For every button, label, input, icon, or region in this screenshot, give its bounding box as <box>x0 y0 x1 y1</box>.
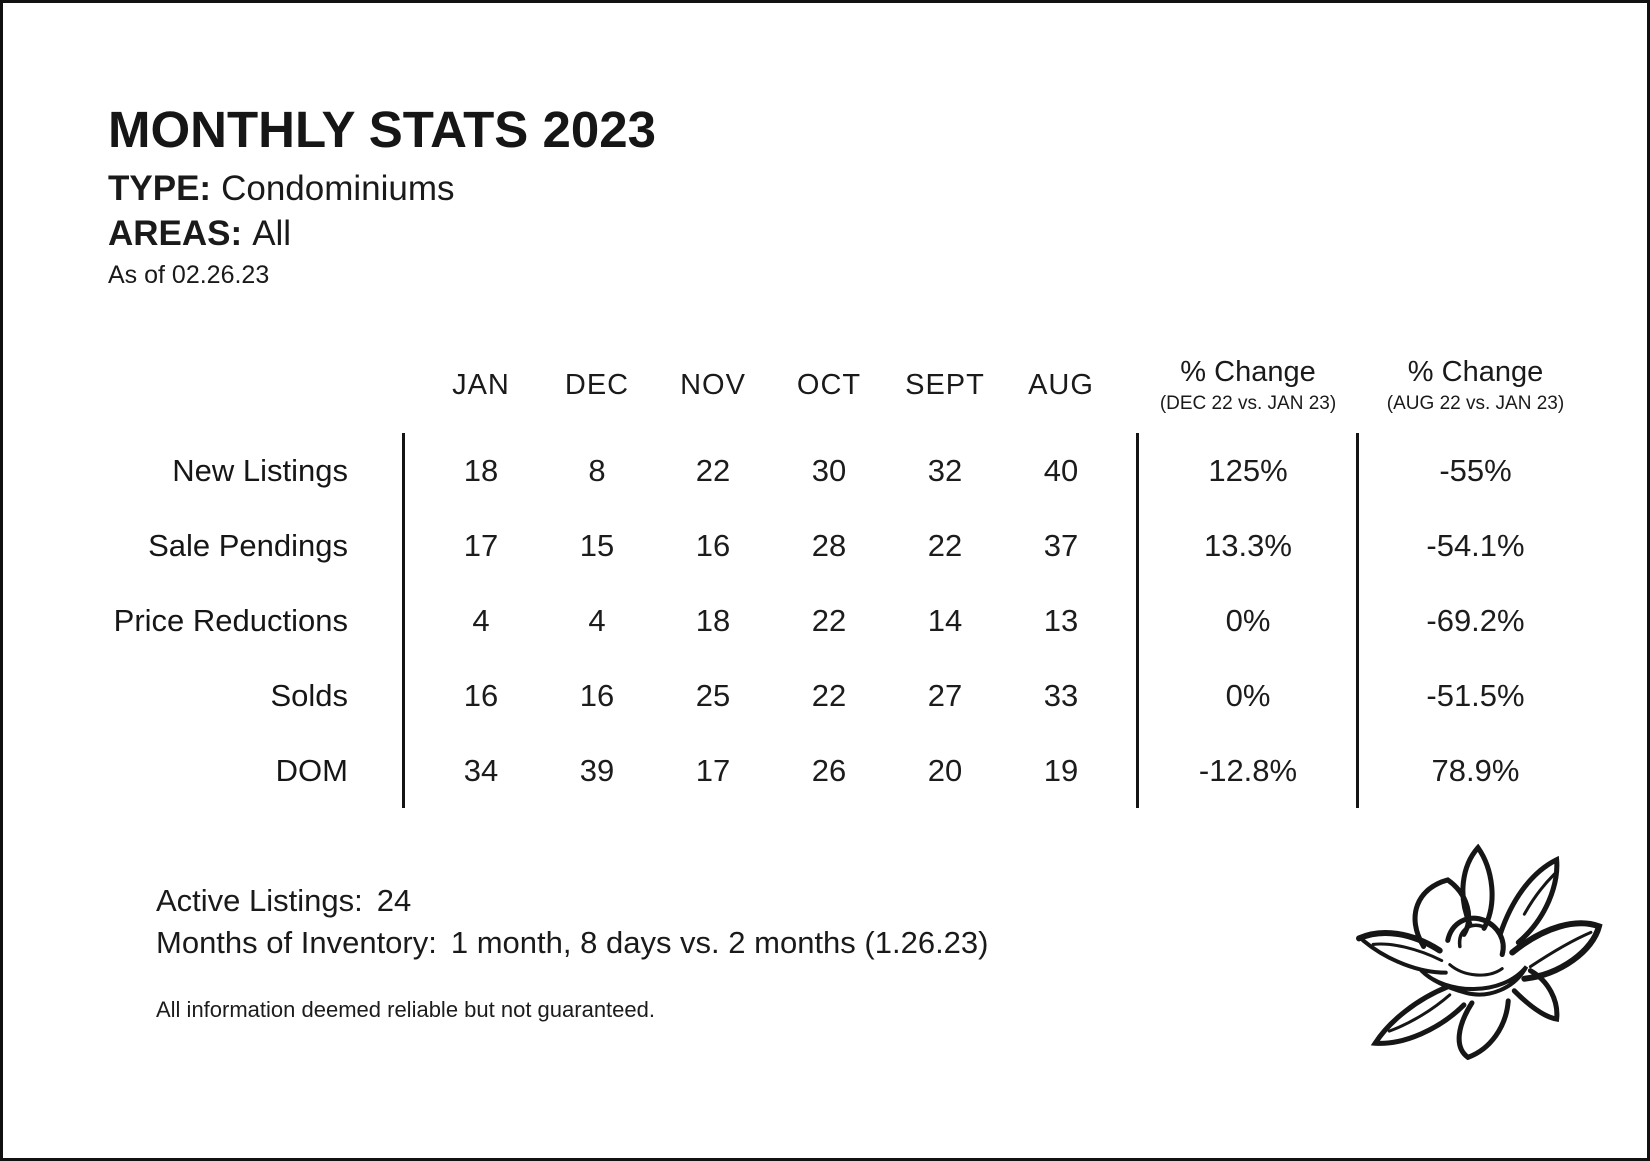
table-cell: 17 <box>463 527 499 563</box>
table-cell-pct: -12.8% <box>1198 752 1298 788</box>
column-header-nov: NOV <box>680 369 746 401</box>
active-listings-line: Active Listings: 24 <box>156 880 989 922</box>
table-cell: 25 <box>695 677 731 713</box>
table-cell-pct: -51.5% <box>1426 677 1525 713</box>
months-of-inventory-label: Months of Inventory: <box>156 925 437 960</box>
page-title: MONTHLY STATS 2023 <box>108 101 656 158</box>
table-cell-pct: 0% <box>1225 677 1271 713</box>
table-cell: 22 <box>811 677 847 713</box>
table-header-spacer <box>1119 341 1138 433</box>
table-cell: 18 <box>463 452 499 488</box>
column-header-aug: AUG <box>1028 369 1094 401</box>
table-cell: 22 <box>695 452 731 488</box>
table-cell: 18 <box>695 602 731 638</box>
table-cell-pct: -55% <box>1439 452 1512 488</box>
table-cell: 4 <box>472 602 490 638</box>
table-cell: 4 <box>588 602 606 638</box>
row-label-solds: Solds <box>270 677 348 713</box>
table-corner-spacer <box>33 341 348 433</box>
column-header-sept: SEPT <box>905 369 985 401</box>
type-line: TYPE: Condominiums <box>108 166 656 211</box>
table-cell: 33 <box>1043 677 1079 713</box>
row-spacer <box>348 733 423 808</box>
pct-change-sublabel: (DEC 22 vs. JAN 23) <box>1159 393 1337 414</box>
table-divider-pct-dec <box>1136 433 1139 808</box>
table-cell: 13 <box>1043 602 1079 638</box>
magnolia-flower-icon <box>1356 843 1603 1061</box>
table-cell: 34 <box>463 752 499 788</box>
column-header-pct-change-aug: % Change (AUG 22 vs. JAN 23) <box>1358 341 1593 433</box>
table-cell: 28 <box>811 527 847 563</box>
table-cell: 8 <box>588 452 606 488</box>
row-label-price-reductions: Price Reductions <box>113 602 348 638</box>
table-cell: 40 <box>1043 452 1079 488</box>
stats-table: JAN DEC NOV OCT SEPT AUG % Change (DEC 2… <box>33 341 1593 808</box>
column-header-oct: OCT <box>796 369 862 401</box>
table-cell-pct: -69.2% <box>1426 602 1525 638</box>
column-header-dec: DEC <box>564 369 630 401</box>
table-cell-pct: 0% <box>1225 602 1271 638</box>
table-cell: 16 <box>579 677 615 713</box>
row-spacer <box>348 508 423 583</box>
row-spacer <box>348 433 423 508</box>
areas-label: AREAS: <box>108 214 243 253</box>
table-cell-pct: 13.3% <box>1204 527 1292 563</box>
table-cell: 17 <box>695 752 731 788</box>
table-cell: 30 <box>811 452 847 488</box>
table-cell: 37 <box>1043 527 1079 563</box>
table-header-spacer <box>348 341 423 433</box>
table-cell: 27 <box>927 677 963 713</box>
table-cell: 22 <box>927 527 963 563</box>
pct-change-label: % Change <box>1407 356 1544 388</box>
type-label: TYPE: <box>108 169 212 208</box>
row-label-dom: DOM <box>275 752 348 788</box>
table-cell: 15 <box>579 527 615 563</box>
active-listings-label: Active Listings: <box>156 883 363 918</box>
type-value: Condominiums <box>221 169 455 208</box>
table-cell: 14 <box>927 602 963 638</box>
table-cell: 32 <box>927 452 963 488</box>
table-divider-labels <box>402 433 405 808</box>
table-cell: 20 <box>927 752 963 788</box>
table-cell: 39 <box>579 752 615 788</box>
header-block: MONTHLY STATS 2023 TYPE: Condominiums ARE… <box>108 101 656 294</box>
pct-change-label: % Change <box>1180 356 1316 388</box>
table-cell: 22 <box>811 602 847 638</box>
months-of-inventory-value: 1 month, 8 days vs. 2 months (1.26.23) <box>450 925 989 960</box>
pct-change-sublabel: (AUG 22 vs. JAN 23) <box>1386 393 1565 414</box>
areas-value: All <box>252 214 292 253</box>
row-label-new-listings: New Listings <box>172 452 348 488</box>
as-of-date: As of 02.26.23 <box>108 261 270 289</box>
row-spacer <box>348 583 423 658</box>
footer-block: Active Listings: 24 Months of Inventory: 1… <box>156 880 989 964</box>
row-spacer <box>348 658 423 733</box>
table-divider-pct-aug <box>1356 433 1359 808</box>
column-header-jan: JAN <box>452 369 510 401</box>
active-listings-value: 24 <box>376 883 412 918</box>
column-header-pct-change-dec: % Change (DEC 22 vs. JAN 23) <box>1138 341 1358 433</box>
row-label-sale-pendings: Sale Pendings <box>148 527 348 563</box>
areas-line: AREAS: All <box>108 211 656 256</box>
table-cell: 16 <box>463 677 499 713</box>
table-cell: 19 <box>1043 752 1079 788</box>
table-cell: 16 <box>695 527 731 563</box>
months-of-inventory-line: Months of Inventory: 1 month, 8 days vs. … <box>156 922 989 964</box>
table-cell-pct: 125% <box>1208 452 1288 488</box>
table-cell-pct: -54.1% <box>1426 527 1525 563</box>
table-cell-pct: 78.9% <box>1431 752 1520 788</box>
disclaimer-text: All information deemed reliable but not … <box>156 997 655 1022</box>
table-cell: 26 <box>811 752 847 788</box>
